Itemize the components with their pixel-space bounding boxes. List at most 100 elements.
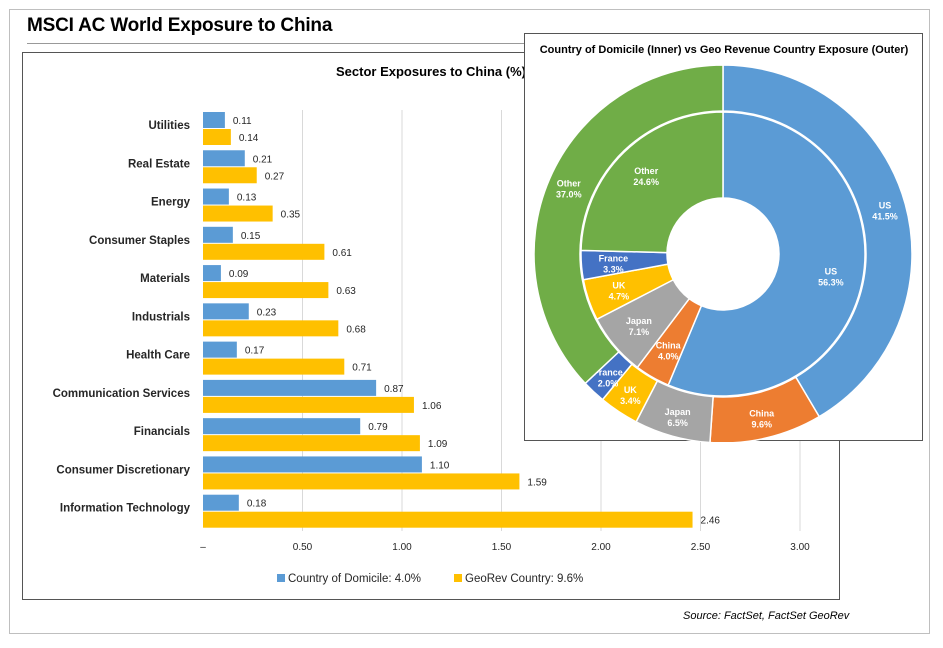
category-label: Communication Services — [53, 388, 190, 400]
slice-name-label: UK — [612, 281, 625, 291]
category-label: Consumer Discretionary — [56, 464, 190, 476]
source-note: Source: FactSet, FactSet GeoRev — [683, 610, 850, 622]
slice-value-label: 37.0% — [556, 189, 582, 199]
slice-value-label: 24.6% — [633, 177, 659, 187]
georev-bar — [203, 473, 520, 490]
data-label: 0.87 — [384, 384, 404, 395]
x-tick-label: 2.00 — [591, 542, 611, 553]
category-label: Real Estate — [128, 158, 190, 170]
slice-name-label: China — [656, 340, 682, 350]
slice-name-label: Other — [634, 166, 659, 176]
page-title: MSCI AC World Exposure to China — [27, 15, 333, 36]
domicile-bar — [203, 188, 229, 205]
category-label: Consumer Staples — [89, 235, 190, 247]
domicile-bar — [203, 112, 225, 128]
georev-bar — [203, 129, 231, 145]
slice-value-label: 3.4% — [620, 396, 641, 406]
slice-value-label: 4.0% — [658, 351, 679, 361]
data-label: 1.59 — [527, 477, 547, 488]
category-label: Materials — [140, 273, 190, 285]
data-label: 0.23 — [257, 307, 277, 318]
legend-label-georev: GeoRev Country: 9.6% — [465, 573, 583, 585]
data-label: 0.79 — [368, 422, 388, 433]
country-donut-chart: Country of Domicile (Inner) vs Geo Reven… — [533, 44, 913, 442]
slice-value-label: 6.5% — [667, 418, 688, 428]
slice-value-label: 7.1% — [629, 327, 650, 337]
data-label: 0.15 — [241, 231, 261, 242]
slice-value-label: 3.3% — [603, 265, 624, 275]
slice-value-label: 9.6% — [751, 419, 772, 429]
slice-name-label: France — [599, 254, 629, 264]
slice-value-label: 2.0% — [598, 378, 619, 388]
figure-frame — [9, 9, 930, 634]
slice-name-label: China — [749, 408, 775, 418]
slice-value-label: 4.7% — [609, 292, 630, 302]
domicile-bar — [203, 494, 239, 511]
x-tick-label: – — [200, 542, 206, 553]
data-label: 0.18 — [247, 499, 267, 510]
slice-name-label: Japan — [665, 407, 691, 417]
title-divider — [27, 43, 901, 44]
inner-slice-other — [580, 111, 724, 254]
data-label: 1.10 — [430, 460, 450, 471]
slice-name-label: US — [825, 267, 838, 277]
slice-value-label: 56.3% — [818, 278, 844, 288]
data-label: 0.61 — [332, 248, 352, 259]
data-label: 0.27 — [265, 171, 285, 182]
inner-slice-us — [667, 111, 866, 397]
legend-label-domicile: Country of Domicile: 4.0% — [288, 573, 421, 585]
slice-name-label: Other — [557, 178, 582, 188]
data-label: 0.35 — [281, 210, 301, 221]
category-label: Information Technology — [60, 503, 191, 515]
georev-bar — [203, 511, 693, 528]
x-tick-label: 3.00 — [790, 542, 810, 553]
legend-swatch-domicile — [277, 574, 285, 582]
donut-chart-title: Country of Domicile (Inner) vs Geo Reven… — [540, 44, 909, 56]
slice-name-label: US — [879, 201, 892, 211]
outer-slice-us — [722, 64, 913, 418]
domicile-bar — [203, 418, 361, 435]
data-label: 0.14 — [239, 133, 259, 144]
data-label: 0.63 — [336, 286, 356, 297]
category-label: Utilities — [148, 120, 190, 132]
legend-swatch-georev — [454, 574, 462, 582]
domicile-bar — [203, 456, 422, 473]
category-label: Financials — [134, 426, 190, 438]
data-label: 1.09 — [428, 439, 448, 450]
data-label: 0.21 — [253, 154, 273, 165]
domicile-bar — [203, 150, 245, 167]
outer-slice-other — [533, 64, 724, 385]
data-label: 2.46 — [701, 516, 721, 527]
slice-name-label: France — [593, 367, 623, 377]
georev-bar — [203, 320, 339, 337]
category-label: Health Care — [126, 350, 190, 362]
x-tick-label: 2.50 — [691, 542, 711, 553]
georev-bar — [203, 243, 325, 260]
slice-name-label: Japan — [626, 316, 652, 326]
x-tick-label: 1.00 — [392, 542, 412, 553]
country-donut-chart-panel: Country of Domicile (Inner) vs Geo Reven… — [524, 33, 923, 442]
data-label: 0.09 — [229, 269, 249, 280]
domicile-bar — [203, 226, 233, 243]
slice-value-label: 41.5% — [872, 212, 898, 222]
data-label: 1.06 — [422, 401, 442, 412]
georev-bar — [203, 167, 257, 184]
category-label: Industrials — [132, 311, 190, 323]
domicile-bar — [203, 303, 249, 320]
georev-bar — [203, 435, 420, 452]
x-tick-label: 0.50 — [293, 542, 313, 553]
data-label: 0.11 — [233, 116, 252, 127]
data-label: 0.71 — [352, 363, 372, 374]
slice-name-label: UK — [624, 385, 637, 395]
domicile-bar — [203, 265, 221, 282]
bar-chart-title: Sector Exposures to China (%) — [336, 64, 526, 79]
data-label: 0.68 — [346, 324, 366, 335]
georev-bar — [203, 205, 273, 222]
category-label: Energy — [151, 197, 191, 209]
data-label: 0.17 — [245, 346, 265, 357]
data-label: 0.13 — [237, 193, 257, 204]
x-tick-label: 1.50 — [492, 542, 512, 553]
georev-bar — [203, 396, 414, 413]
domicile-bar — [203, 341, 237, 358]
georev-bar — [203, 358, 345, 375]
